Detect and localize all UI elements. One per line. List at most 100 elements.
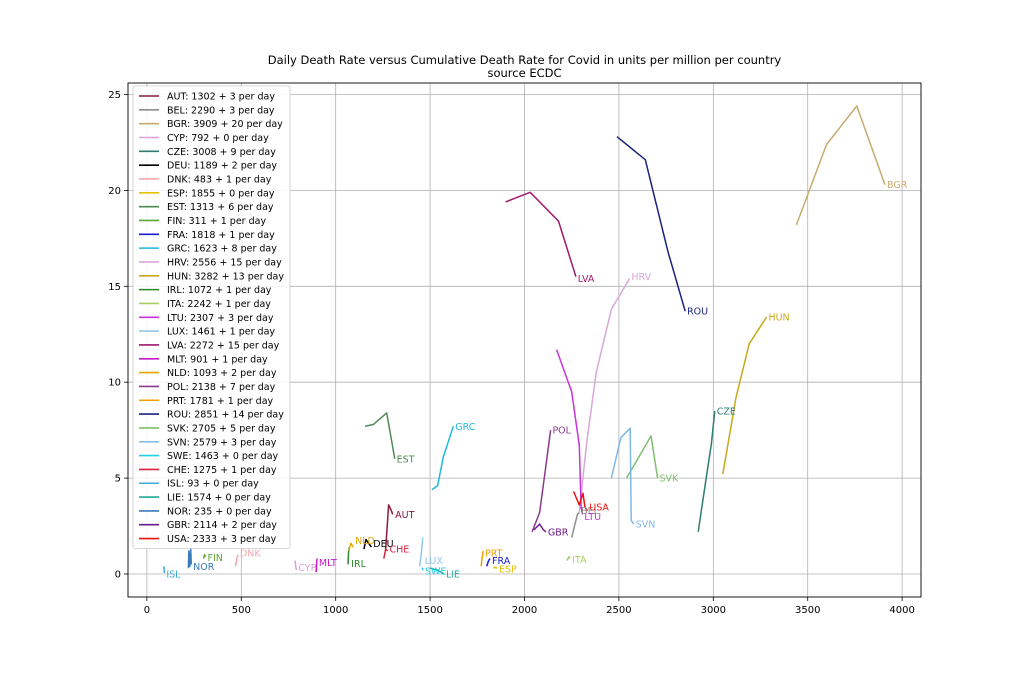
- legend-entry: MLT: 901 + 1 per day: [167, 354, 268, 365]
- legend-entry: SWE: 1463 + 0 per day: [167, 451, 279, 462]
- series-lines: [163, 105, 886, 575]
- legend-entry: CZE: 3008 + 9 per day: [167, 147, 276, 158]
- series-label-svn: SVN: [636, 520, 656, 531]
- series-line-lva: [505, 191, 577, 277]
- series-line-cyp: [294, 560, 298, 571]
- series-line-nld: [348, 542, 354, 552]
- series-line-svn: [610, 427, 635, 525]
- x-tick-label: 2500: [606, 605, 631, 616]
- legend-entry: FRA: 1818 + 1 per day: [167, 230, 275, 241]
- series-label-cze: CZE: [717, 406, 736, 417]
- axis-ticks: 0 500 1000 1500 2000 2500 3000 3500 4000 0 5 10 15 20…: [108, 90, 915, 616]
- legend-entry: EST: 1313 + 6 per day: [167, 202, 274, 213]
- legend-entry: GRC: 1623 + 8 per day: [167, 244, 277, 255]
- series-line-hun: [722, 316, 768, 475]
- series-line-svk: [625, 435, 659, 479]
- series-line-bel: [570, 512, 580, 538]
- x-tick-label: 1000: [323, 605, 348, 616]
- x-tick-label: 0: [144, 605, 150, 616]
- legend-entry: BGR: 3909 + 20 per day: [167, 119, 283, 130]
- legend-box: [132, 85, 291, 549]
- series-label-grc: GRC: [455, 422, 475, 433]
- chart-subtitle: source ECDC: [487, 66, 561, 80]
- series-label-nor: NOR: [193, 562, 215, 573]
- legend-entry: DNK: 483 + 1 per day: [167, 174, 272, 185]
- legend-entry: CHE: 1275 + 1 per day: [167, 465, 277, 476]
- legend-entry: SVK: 2705 + 5 per day: [167, 423, 276, 434]
- series-line-usa: [572, 491, 589, 512]
- x-tick-label: 1500: [417, 605, 442, 616]
- legend-entry: LTU: 2307 + 3 per day: [167, 313, 274, 324]
- series-line-rou: [616, 136, 686, 312]
- legend-entry: ESP: 1855 + 0 per day: [167, 188, 275, 199]
- series-label-lva: LVA: [578, 274, 595, 285]
- series-line-dnk: [234, 554, 239, 567]
- legend-entry: DEU: 1189 + 2 per day: [167, 161, 277, 172]
- series-line-est: [364, 412, 396, 460]
- series-label-mlt: MLT: [319, 558, 337, 569]
- series-label-rou: ROU: [687, 307, 708, 318]
- y-tick-label: 0: [115, 569, 121, 580]
- series-label-cyp: CYP: [298, 563, 316, 574]
- legend-entry: IRL: 1072 + 1 per day: [167, 285, 272, 296]
- series-label-ita: ITA: [572, 555, 587, 566]
- series-line-aut: [384, 504, 394, 550]
- legend-entry: NOR: 235 + 0 per day: [167, 506, 272, 517]
- series-line-fra: [485, 558, 491, 567]
- y-tick-label: 15: [108, 282, 121, 293]
- series-label-bgr: BGR: [887, 180, 908, 191]
- legend: AUT: 1302 + 3 per day BEL: 2290 + 3 per d…: [132, 85, 291, 549]
- legend-entry: GBR: 2114 + 2 per day: [167, 520, 277, 531]
- series-label-hrv: HRV: [631, 272, 651, 283]
- series-line-deu: [363, 538, 373, 550]
- series-labels: AUT BEL BGR CYP CZE DEU DNK ESP EST FIN FRA GRC HRV H…: [166, 180, 907, 580]
- series-label-lie: LIE: [446, 569, 460, 580]
- legend-entry: POL: 2138 + 7 per day: [167, 382, 276, 393]
- series-line-prt: [480, 550, 484, 567]
- series-line-nor: [187, 548, 193, 569]
- series-line-ita: [566, 555, 571, 561]
- legend-entry: LUX: 1461 + 1 per day: [167, 327, 275, 338]
- legend-entry: AUT: 1302 + 3 per day: [167, 92, 275, 103]
- series-line-fin: [202, 554, 207, 559]
- x-tick-label: 4000: [889, 605, 914, 616]
- legend-entry: ISL: 93 + 0 per day: [167, 479, 259, 490]
- series-line-che: [383, 548, 389, 559]
- y-tick-label: 5: [115, 474, 121, 485]
- series-label-nld: NLD: [355, 536, 375, 547]
- series-label-dnk: DNK: [240, 548, 261, 559]
- series-line-pol: [531, 430, 552, 533]
- series-label-aut: AUT: [395, 510, 414, 521]
- series-label-usa: USA: [589, 502, 609, 513]
- series-line-cze: [697, 410, 716, 532]
- series-line-isl: [163, 566, 166, 574]
- series-line-hrv: [578, 278, 631, 513]
- series-label-swe: SWE: [425, 567, 446, 578]
- series-line-grc: [431, 426, 455, 491]
- legend-entry: ROU: 2851 + 14 per day: [167, 410, 284, 421]
- series-line-esp: [492, 566, 498, 569]
- legend-entry: FIN: 311 + 1 per day: [167, 216, 266, 227]
- series-label-che: CHE: [390, 545, 410, 556]
- chart-title: Daily Death Rate versus Cumulative Death…: [268, 53, 782, 67]
- legend-entry: ITA: 2242 + 1 per day: [167, 299, 271, 310]
- series-line-gbr: [533, 523, 547, 533]
- legend-entry: BEL: 2290 + 3 per day: [167, 105, 275, 116]
- legend-entry: HRV: 2556 + 15 per day: [167, 257, 282, 268]
- series-label-est: EST: [397, 454, 415, 465]
- x-tick-label: 500: [232, 605, 251, 616]
- series-label-bel: BEL: [581, 506, 600, 517]
- legend-entry: PRT: 1781 + 1 per day: [167, 396, 274, 407]
- y-tick-label: 20: [108, 186, 121, 197]
- series-line-mlt: [315, 558, 318, 573]
- series-label-deu: DEU: [373, 539, 393, 550]
- series-label-isl: ISL: [166, 569, 181, 580]
- series-line-swe: [421, 567, 424, 571]
- legend-entry: HUN: 3282 + 13 per day: [167, 271, 284, 282]
- legend-entry: USA: 2333 + 3 per day: [167, 534, 277, 545]
- series-label-irl: IRL: [351, 559, 366, 570]
- series-label-ltu: LTU: [584, 512, 601, 523]
- x-tick-label: 2000: [512, 605, 537, 616]
- y-tick-label: 25: [108, 90, 121, 101]
